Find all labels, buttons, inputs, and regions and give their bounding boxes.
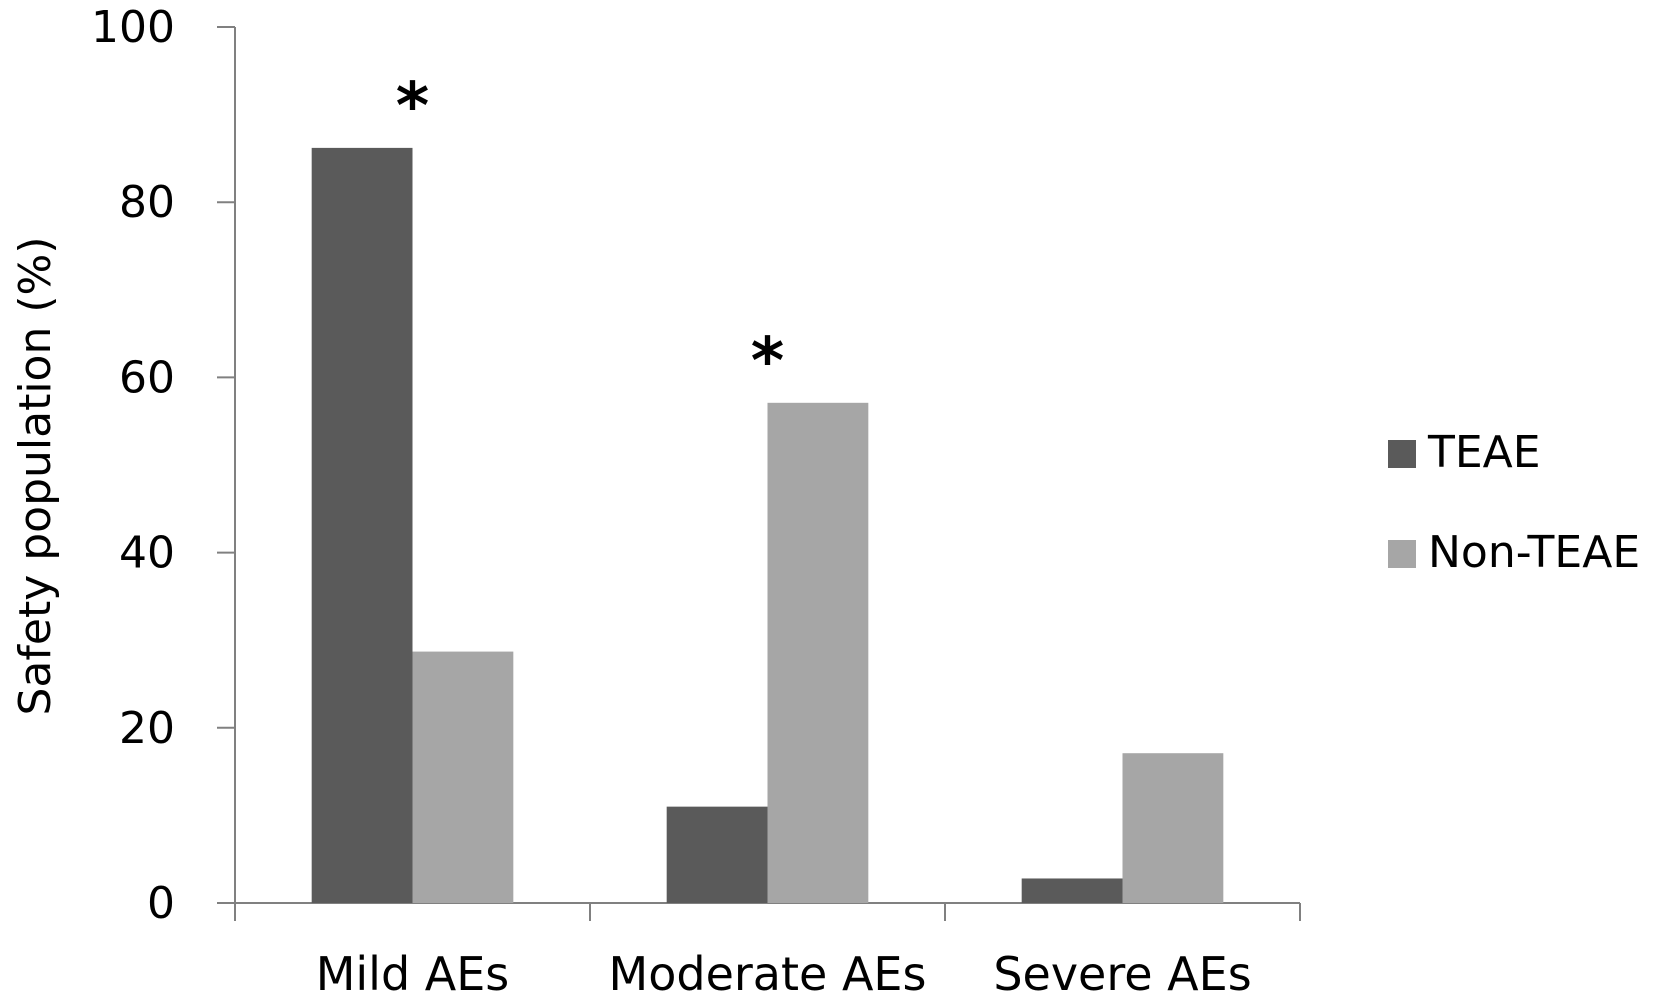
legend-swatch bbox=[1388, 540, 1416, 568]
significance-asterisk: * bbox=[396, 70, 429, 144]
legend: TEAE Non-TEAE bbox=[1388, 427, 1640, 578]
x-category-label: Moderate AEs bbox=[609, 947, 927, 1001]
y-axis-title-group: Safety population (%) bbox=[10, 237, 61, 716]
bar-non-teae-severe-aes bbox=[1122, 753, 1224, 903]
x-category-label: Severe AEs bbox=[993, 947, 1251, 1001]
annotations: ** bbox=[396, 70, 784, 399]
y-tick-label: 40 bbox=[119, 528, 175, 579]
x-category-label: Mild AEs bbox=[316, 947, 510, 1001]
legend-swatch bbox=[1388, 440, 1416, 468]
bar-teae-moderate-aes bbox=[666, 806, 768, 903]
axes: 0 20 40 60 80 100 Mild AEs Moderate AEs Severe A… bbox=[91, 2, 1301, 1001]
bar-teae-mild-aes bbox=[311, 147, 413, 903]
y-tick-label: 60 bbox=[119, 352, 175, 403]
y-tick-label: 100 bbox=[91, 2, 175, 53]
significance-asterisk: * bbox=[751, 325, 784, 399]
bar-teae-severe-aes bbox=[1021, 878, 1123, 903]
bar-non-teae-mild-aes bbox=[412, 651, 514, 903]
y-axis-title: Safety population (%) bbox=[10, 237, 61, 716]
legend-label: Non-TEAE bbox=[1428, 527, 1640, 578]
y-tick-label: 80 bbox=[119, 177, 175, 228]
bar-non-teae-moderate-aes bbox=[767, 402, 869, 903]
bars bbox=[311, 147, 1224, 903]
y-tick-label: 20 bbox=[119, 703, 175, 754]
y-tick-label: 0 bbox=[147, 878, 175, 929]
legend-label: TEAE bbox=[1427, 427, 1541, 478]
